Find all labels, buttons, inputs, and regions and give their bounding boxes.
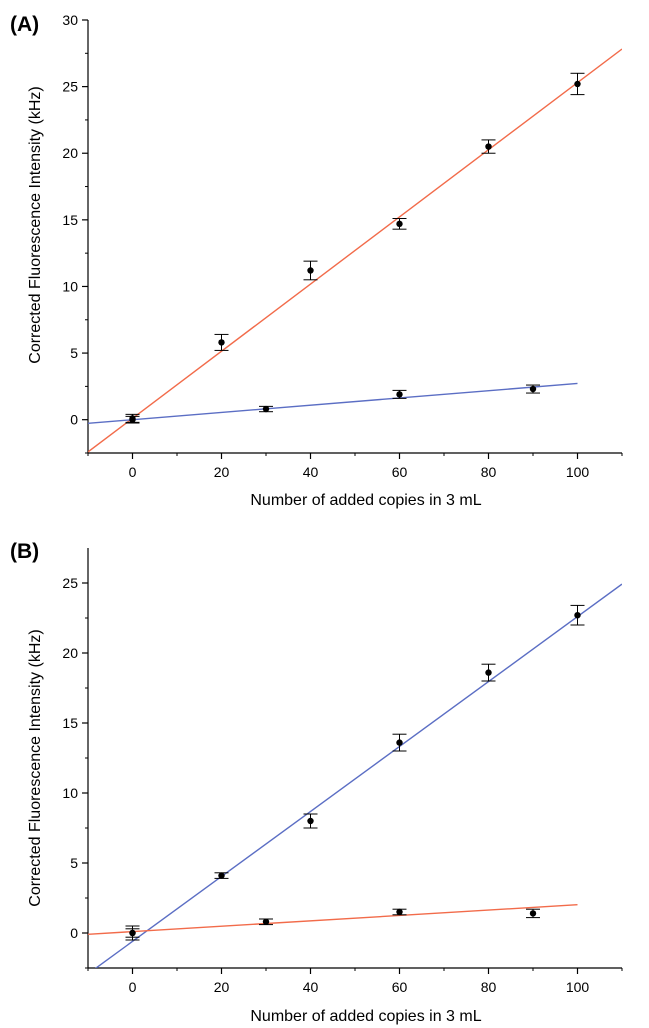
fit-line-a-1 (88, 382, 578, 425)
y-tick-label-b: 10 (62, 785, 78, 801)
y-tick-label-b: 25 (62, 575, 78, 591)
y-tick-label-b: 20 (62, 645, 78, 661)
data-point-a (129, 416, 136, 423)
data-point-b (574, 612, 581, 619)
x-tick-label-a: 40 (303, 464, 319, 480)
data-point-b (529, 910, 537, 917)
x-tick-label-a: 100 (566, 464, 590, 480)
x-tick-label-a: 20 (214, 464, 230, 480)
x-axis-title-a: Number of added copies in 3 mL (250, 492, 481, 509)
data-point-b (262, 918, 270, 925)
y-tick-label-b: 0 (70, 925, 78, 941)
y-tick-label-b: 15 (62, 715, 78, 731)
x-tick-label-b: 60 (392, 979, 408, 995)
y-tick-label-a: 20 (62, 145, 78, 161)
fit-line-b-0 (94, 583, 622, 968)
y-tick-label-b: 5 (70, 855, 78, 871)
data-point-a (218, 339, 225, 346)
x-tick-label-b: 40 (303, 979, 319, 995)
y-tick-label-a: 5 (70, 345, 78, 361)
y-tick-label-a: 10 (62, 278, 78, 294)
data-point-a (529, 385, 537, 393)
data-point-a (485, 143, 492, 150)
y-tick-label-a: 0 (70, 412, 78, 428)
data-point-b (218, 872, 225, 879)
y-axis-title-a: Corrected Fluorescence Intensity (kHz) (27, 86, 44, 363)
y-tick-label-a: 15 (62, 212, 78, 228)
x-tick-label-b: 20 (214, 979, 230, 995)
x-tick-label-a: 80 (481, 464, 497, 480)
x-tick-label-b: 100 (566, 979, 590, 995)
data-point-a (307, 267, 314, 274)
x-tick-label-a: 60 (392, 464, 408, 480)
x-axis-title-b: Number of added copies in 3 mL (250, 1008, 481, 1025)
data-point-b (396, 908, 403, 916)
data-point-b (129, 929, 136, 937)
data-point-b (396, 739, 403, 746)
data-point-b (485, 669, 492, 676)
plot-area-a: 0 5 10 15 20 25 30 0 20 40 60 80 100 (62, 12, 623, 480)
y-tick-label-a: 25 (62, 79, 78, 95)
fit-line-b-1 (88, 904, 578, 935)
data-point-b (307, 817, 314, 825)
panel-label-b: (B) (10, 540, 39, 563)
y-axis-title-b: Corrected Fluorescence Intensity (kHz) (27, 629, 44, 906)
data-point-a (262, 405, 270, 413)
panel-label-a: (A) (10, 13, 39, 36)
plot-area-b: 0 5 10 15 20 25 0 20 40 60 80 100 (62, 548, 623, 995)
data-point-a (574, 80, 581, 88)
fit-line-a-0 (88, 48, 622, 453)
x-tick-label-b: 0 (129, 979, 137, 995)
chart-panel-b: (B) Corrected Fluorescence Intensity (kH… (10, 540, 623, 1025)
chart-panel-a: (A) Corrected Fluorescence Intensity (kH… (10, 12, 623, 509)
x-tick-label-b: 80 (481, 979, 497, 995)
data-point-a (396, 391, 403, 398)
y-tick-label-a: 30 (62, 12, 78, 28)
data-point-a (396, 220, 403, 228)
x-tick-label-a: 0 (129, 464, 137, 480)
